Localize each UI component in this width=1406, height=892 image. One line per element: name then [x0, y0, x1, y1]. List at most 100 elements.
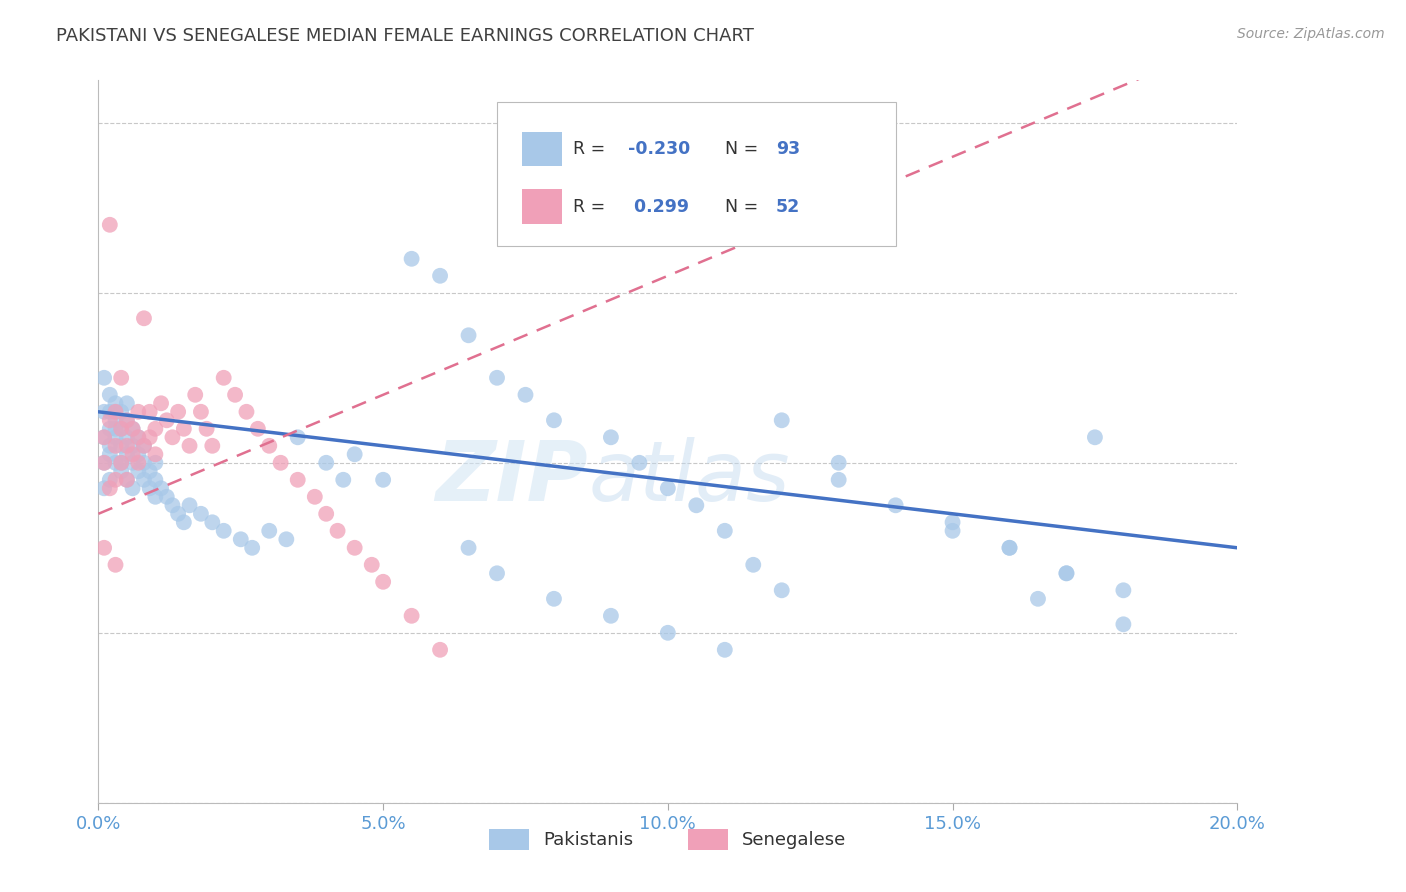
Point	[93, 481, 115, 495]
Point	[657, 481, 679, 495]
Point	[104, 558, 127, 572]
Point	[304, 490, 326, 504]
Point	[998, 541, 1021, 555]
Point	[998, 541, 1021, 555]
Point	[486, 371, 509, 385]
Point	[600, 430, 623, 444]
Text: PAKISTANI VS SENEGALESE MEDIAN FEMALE EARNINGS CORRELATION CHART: PAKISTANI VS SENEGALESE MEDIAN FEMALE EA…	[56, 27, 754, 45]
Point	[167, 405, 190, 419]
Point	[1112, 617, 1135, 632]
Point	[121, 422, 143, 436]
Point	[110, 405, 132, 419]
Point	[93, 405, 115, 419]
Point	[190, 507, 212, 521]
Point	[110, 456, 132, 470]
Point	[104, 405, 127, 419]
Point	[173, 422, 195, 436]
Point	[942, 516, 965, 530]
Point	[110, 371, 132, 385]
Point	[270, 456, 292, 470]
Point	[162, 430, 184, 444]
Point	[742, 558, 765, 572]
Point	[127, 430, 149, 444]
Point	[224, 388, 246, 402]
Point	[401, 252, 423, 266]
Point	[93, 430, 115, 444]
Point	[110, 464, 132, 478]
Point	[714, 642, 737, 657]
Point	[429, 642, 451, 657]
Point	[600, 608, 623, 623]
Point	[98, 447, 121, 461]
Point	[195, 422, 218, 436]
Point	[259, 524, 281, 538]
Point	[104, 456, 127, 470]
Point	[104, 430, 127, 444]
Point	[145, 447, 167, 461]
Point	[138, 481, 160, 495]
Point	[110, 422, 132, 436]
Point	[110, 422, 132, 436]
Legend: Pakistanis, Senegalese: Pakistanis, Senegalese	[481, 820, 855, 859]
Point	[121, 439, 143, 453]
Point	[1084, 430, 1107, 444]
Point	[115, 473, 138, 487]
Point	[770, 413, 793, 427]
Point	[132, 311, 155, 326]
Point	[828, 456, 851, 470]
Point	[110, 456, 132, 470]
Point	[457, 328, 479, 343]
Point	[121, 456, 143, 470]
Point	[201, 439, 224, 453]
Point	[343, 447, 366, 461]
Point	[104, 422, 127, 436]
Point	[150, 481, 173, 495]
Point	[132, 439, 155, 453]
Point	[942, 524, 965, 538]
Text: ZIP: ZIP	[436, 437, 588, 518]
Point	[98, 388, 121, 402]
Text: atlas: atlas	[588, 437, 790, 518]
Point	[127, 464, 149, 478]
Point	[98, 422, 121, 436]
Text: 52: 52	[776, 198, 800, 216]
Point	[229, 533, 252, 547]
Text: N =: N =	[725, 198, 763, 216]
Point	[326, 524, 349, 538]
Point	[373, 574, 395, 589]
Point	[115, 439, 138, 453]
Point	[156, 413, 179, 427]
Point	[343, 541, 366, 555]
Point	[179, 498, 201, 512]
Point	[93, 456, 115, 470]
Point	[115, 396, 138, 410]
Point	[104, 396, 127, 410]
Point	[115, 413, 138, 427]
Point	[486, 566, 509, 581]
Point	[132, 473, 155, 487]
Point	[98, 473, 121, 487]
Point	[884, 498, 907, 512]
Point	[115, 473, 138, 487]
Point	[115, 447, 138, 461]
Point	[150, 396, 173, 410]
Point	[121, 481, 143, 495]
Point	[240, 541, 263, 555]
Point	[201, 516, 224, 530]
Point	[93, 456, 115, 470]
Point	[287, 430, 309, 444]
Point	[287, 473, 309, 487]
Point	[104, 439, 127, 453]
Point	[373, 473, 395, 487]
Point	[104, 413, 127, 427]
Point	[127, 456, 149, 470]
Point	[145, 490, 167, 504]
Point	[115, 430, 138, 444]
Point	[98, 405, 121, 419]
Point	[276, 533, 298, 547]
Point	[110, 439, 132, 453]
Point	[1056, 566, 1078, 581]
Point	[628, 456, 651, 470]
Point	[543, 591, 565, 606]
Point	[770, 583, 793, 598]
